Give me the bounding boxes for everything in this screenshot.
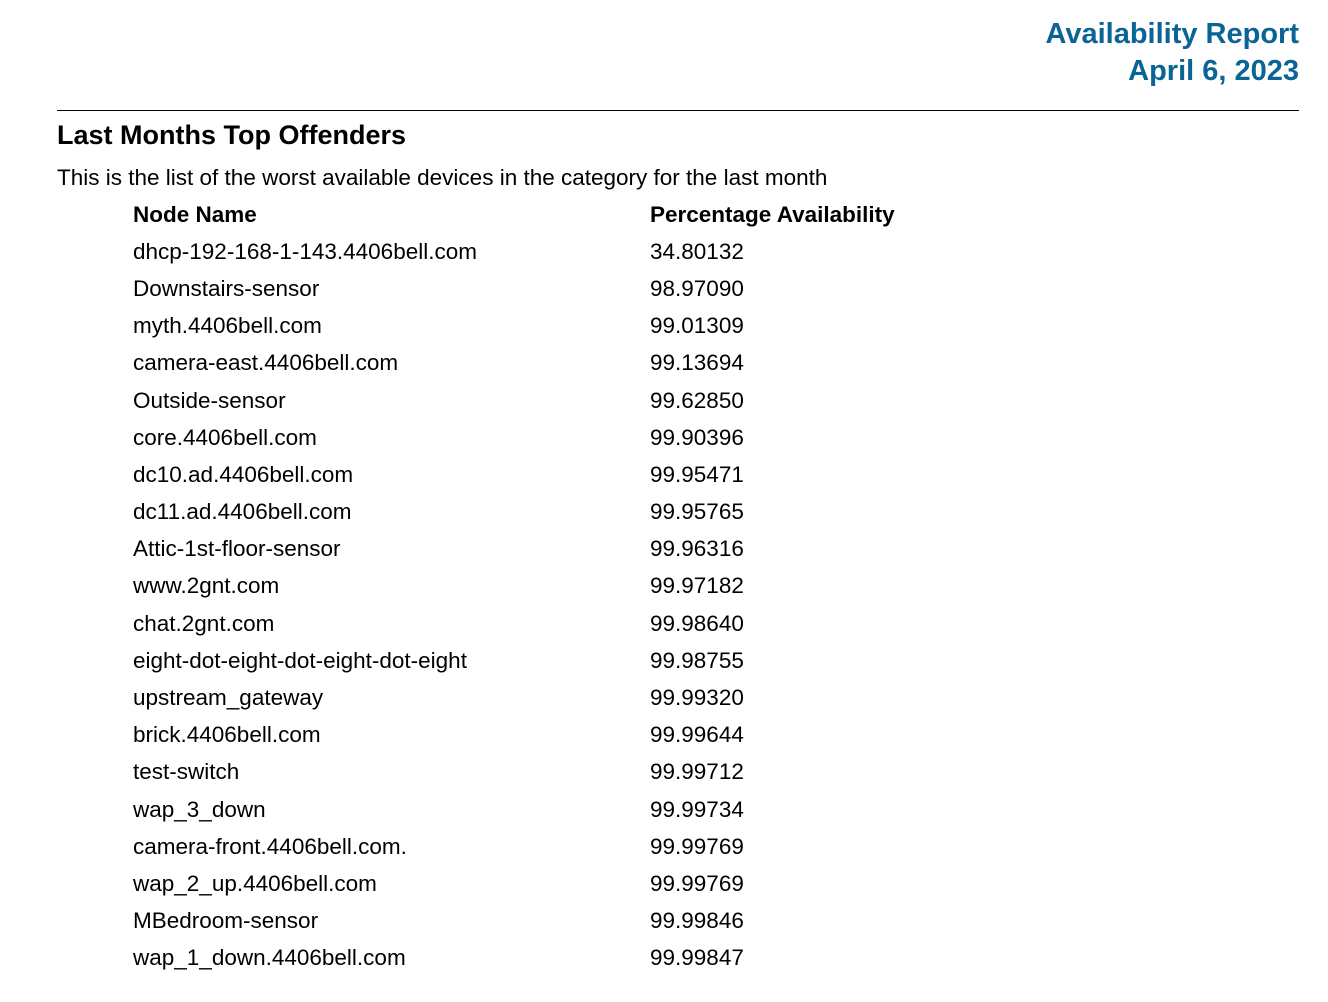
table-row: wap_1_down.4406bell.com 99.99847 [133,940,895,977]
table-row: camera-east.4406bell.com 99.13694 [133,345,895,382]
report-title: Availability Report [1045,18,1299,50]
node-name-cell: wap_1_down.4406bell.com [133,945,406,971]
table-row: Outside-sensor 99.62850 [133,382,895,419]
node-name-cell: www.2gnt.com [133,573,280,599]
availability-cell: 99.99769 [650,870,744,896]
offenders-table: Node Name Percentage Availability dhcp-1… [133,196,895,977]
availability-cell: 99.62850 [650,387,744,413]
table-row: eight-dot-eight-dot-eight-dot-eight 99.98… [133,642,895,679]
node-name-cell: MBedroom-sensor [133,908,319,934]
column-header-node-name: Node Name [133,201,257,227]
availability-cell: 99.90396 [650,424,744,450]
availability-cell: 99.13694 [650,350,744,376]
table-row: dc10.ad.4406bell.com 99.95471 [133,456,895,493]
node-name-cell: brick.4406bell.com [133,722,321,748]
report-header: Availability Report April 6, 2023 [1045,16,1299,90]
availability-cell: 99.99847 [650,945,744,971]
node-name-cell: dc11.ad.4406bell.com [133,499,352,525]
table-row: MBedroom-sensor 99.99846 [133,903,895,940]
availability-cell: 99.99320 [650,685,744,711]
node-name-cell: eight-dot-eight-dot-eight-dot-eight [133,647,467,673]
column-header-percentage: Percentage Availability [650,201,895,227]
section-title: Last Months Top Offenders [57,120,406,150]
report-date: April 6, 2023 [1128,55,1299,87]
availability-cell: 99.98755 [650,647,744,673]
node-name-cell: myth.4406bell.com [133,313,322,339]
availability-cell: 34.80132 [650,238,744,264]
section-description: This is the list of the worst available … [57,165,828,190]
node-name-cell: Outside-sensor [133,387,286,413]
table-row: chat.2gnt.com 99.98640 [133,605,895,642]
availability-cell: 99.99846 [650,908,744,934]
table-row: Attic-1st-floor-sensor 99.96316 [133,531,895,568]
table-row: camera-front.4406bell.com. 99.99769 [133,828,895,865]
node-name-cell: dhcp-192-168-1-143.4406bell.com [133,238,477,264]
availability-cell: 98.97090 [650,275,744,301]
table-row: wap_2_up.4406bell.com 99.99769 [133,865,895,902]
node-name-cell: Attic-1st-floor-sensor [133,536,341,562]
availability-cell: 99.01309 [650,313,744,339]
node-name-cell: wap_2_up.4406bell.com [133,870,377,896]
table-row: brick.4406bell.com 99.99644 [133,717,895,754]
table-header-row: Node Name Percentage Availability [133,196,895,233]
table-row: test-switch 99.99712 [133,754,895,791]
table-row: core.4406bell.com 99.90396 [133,419,895,456]
table-row: Downstairs-sensor 98.97090 [133,270,895,307]
node-name-cell: test-switch [133,759,240,785]
availability-cell: 99.99769 [650,833,744,859]
availability-cell: 99.98640 [650,610,744,636]
node-name-cell: core.4406bell.com [133,424,317,450]
node-name-cell: camera-east.4406bell.com [133,350,399,376]
node-name-cell: wap_3_down [133,796,266,822]
availability-cell: 99.97182 [650,573,744,599]
node-name-cell: dc10.ad.4406bell.com [133,461,354,487]
table-row: myth.4406bell.com 99.01309 [133,308,895,345]
node-name-cell: chat.2gnt.com [133,610,275,636]
availability-cell: 99.95765 [650,499,744,525]
table-row: dc11.ad.4406bell.com 99.95765 [133,494,895,531]
table-row: dhcp-192-168-1-143.4406bell.com 34.80132 [133,233,895,270]
node-name-cell: Downstairs-sensor [133,275,320,301]
node-name-cell: upstream_gateway [133,685,324,711]
table-row: upstream_gateway 99.99320 [133,679,895,716]
header-divider [57,110,1299,111]
table-row: www.2gnt.com 99.97182 [133,568,895,605]
node-name-cell: camera-front.4406bell.com. [133,833,407,859]
availability-cell: 99.95471 [650,461,744,487]
availability-cell: 99.99734 [650,796,744,822]
table-row: wap_3_down 99.99734 [133,791,895,828]
availability-cell: 99.99644 [650,722,744,748]
availability-cell: 99.99712 [650,759,744,785]
availability-cell: 99.96316 [650,536,744,562]
